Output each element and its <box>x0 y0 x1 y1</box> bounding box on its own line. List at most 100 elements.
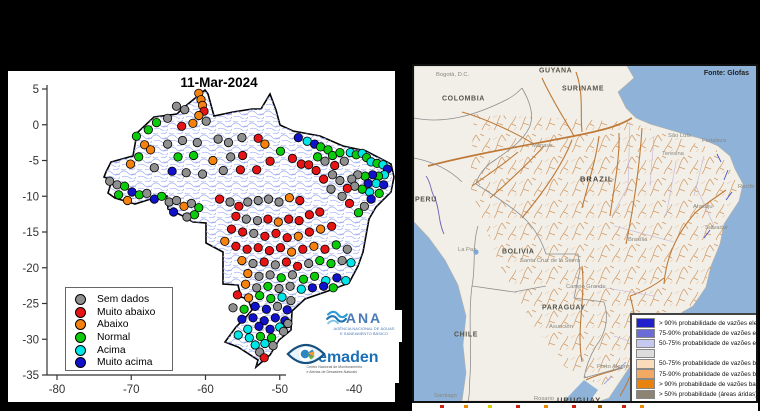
probability-legend-item: 75-90% probabilidade de vazões baixas <box>636 369 756 379</box>
station-dot <box>171 195 182 206</box>
legend-label: > 90% probabilidade de vazões elevadas <box>659 319 758 327</box>
station-dot <box>298 244 308 254</box>
station-dot <box>275 243 286 253</box>
x-tick-label: -50 <box>271 384 288 396</box>
country-label: BOLIVIA <box>502 248 535 256</box>
y-tick-label: -20 <box>22 263 39 275</box>
colorbar-mark <box>572 405 576 408</box>
station-dot <box>171 101 182 111</box>
legend-label: Sem dados <box>97 293 150 305</box>
station-dot <box>228 303 238 313</box>
station-dot <box>285 281 295 291</box>
station-dot <box>192 138 202 148</box>
glofas-map-panel: COLOMBIA GUYANA SURINAME BRAZIL PERU BOLIVIA P… <box>412 64 758 403</box>
station-dot <box>327 170 338 180</box>
station-dot <box>320 244 330 254</box>
station-dot <box>173 152 183 162</box>
station-dot <box>353 208 364 218</box>
ana-logo: ANA AGÊNCIA NACIONAL DE ÁGUAS E SANEAMEN… <box>326 310 402 342</box>
legend-color-chip <box>636 389 655 400</box>
station-dot <box>237 256 247 266</box>
brazil-scatter-map: 11-Mar-2024 5 0 -5 -10 -15 -20 -25 -30 -35 -80 -7… <box>22 75 395 396</box>
x-tick-label: -60 <box>197 384 214 396</box>
cemaden-logo: Cemaden Centro Nacional de Monitoramento… <box>286 341 399 383</box>
cemaden-eye-icon <box>286 343 326 365</box>
station-dot <box>295 195 305 206</box>
station-dot <box>163 113 173 123</box>
station-dot <box>318 281 329 291</box>
station-dot <box>273 217 283 227</box>
station-dot <box>272 301 283 311</box>
station-dot <box>225 197 235 207</box>
source-label: Fonte: Glofas <box>703 70 749 77</box>
station-dot <box>189 150 199 161</box>
status-legend-item: Sem dados <box>75 293 172 306</box>
legend-color-chip <box>636 318 655 328</box>
city-label: Aracaju <box>693 204 713 210</box>
station-dot <box>293 132 303 143</box>
station-dot <box>140 140 150 150</box>
station-dot <box>259 257 269 267</box>
station-dot <box>215 194 225 204</box>
country-label: PARAGUAY <box>542 304 586 312</box>
station-dot <box>151 117 162 128</box>
station-dot <box>259 353 269 363</box>
station-dot <box>315 256 325 266</box>
status-legend-item: Acima <box>75 344 172 357</box>
station-dot <box>260 231 270 241</box>
station-dot <box>201 116 211 126</box>
station-dot <box>125 159 136 169</box>
status-legend: Sem dados Muito abaixo Abaixo Normal Acima Mu… <box>65 287 173 371</box>
station-dot <box>238 227 248 237</box>
station-dot <box>233 330 243 340</box>
station-dot <box>131 131 141 141</box>
station-dot <box>182 212 192 222</box>
legend-dot <box>75 331 86 343</box>
ana-logo-text: ANA <box>345 310 383 326</box>
station-dot <box>359 201 369 211</box>
station-dot <box>296 284 306 294</box>
station-dot <box>286 247 297 257</box>
station-dot <box>114 190 124 200</box>
y-axis: 5 0 -5 -10 -15 -20 -25 -30 -35 <box>22 84 48 382</box>
elevated-flow-rivers <box>425 153 733 385</box>
station-dot <box>122 195 133 206</box>
legend-color-chip <box>636 379 655 389</box>
station-dot <box>255 331 265 341</box>
legend-label: Normal <box>97 331 131 343</box>
status-legend-item: Normal <box>75 331 172 344</box>
station-dot <box>342 244 352 254</box>
station-dot <box>266 293 276 304</box>
station-dot <box>259 316 269 326</box>
city-label: Bogotá, D.C. <box>436 72 470 78</box>
station-dot <box>315 224 326 234</box>
x-tick-label: -40 <box>346 384 363 396</box>
x-tick-label: -80 <box>49 384 66 396</box>
legend-color-chip <box>636 348 655 359</box>
ana-waves-icon <box>326 310 348 325</box>
country-label: CHILE <box>454 331 478 339</box>
station-dot <box>284 214 294 224</box>
legend-dot <box>75 306 86 318</box>
station-dot <box>292 261 303 271</box>
station-dot <box>326 258 336 269</box>
station-dot <box>177 135 188 146</box>
cemaden-caption-1: Centro Nacional de Monitoramento <box>306 365 363 369</box>
station-dot <box>276 273 286 283</box>
station-dot <box>134 152 144 162</box>
probability-legend-item: 75-90% probabilidade de vazões elevadas <box>636 328 756 339</box>
station-dot <box>304 160 314 170</box>
station-dot <box>367 170 378 180</box>
station-dot <box>252 216 263 226</box>
station-dot <box>320 156 330 166</box>
station-dot <box>335 148 345 158</box>
station-dot <box>177 121 187 131</box>
station-dot <box>237 132 247 143</box>
city-label: Recife <box>738 184 755 190</box>
station-dot <box>243 268 253 279</box>
station-dot <box>213 134 223 144</box>
station-dot <box>234 201 244 211</box>
city-label: Santiago <box>434 393 457 399</box>
station-dot <box>218 165 228 176</box>
